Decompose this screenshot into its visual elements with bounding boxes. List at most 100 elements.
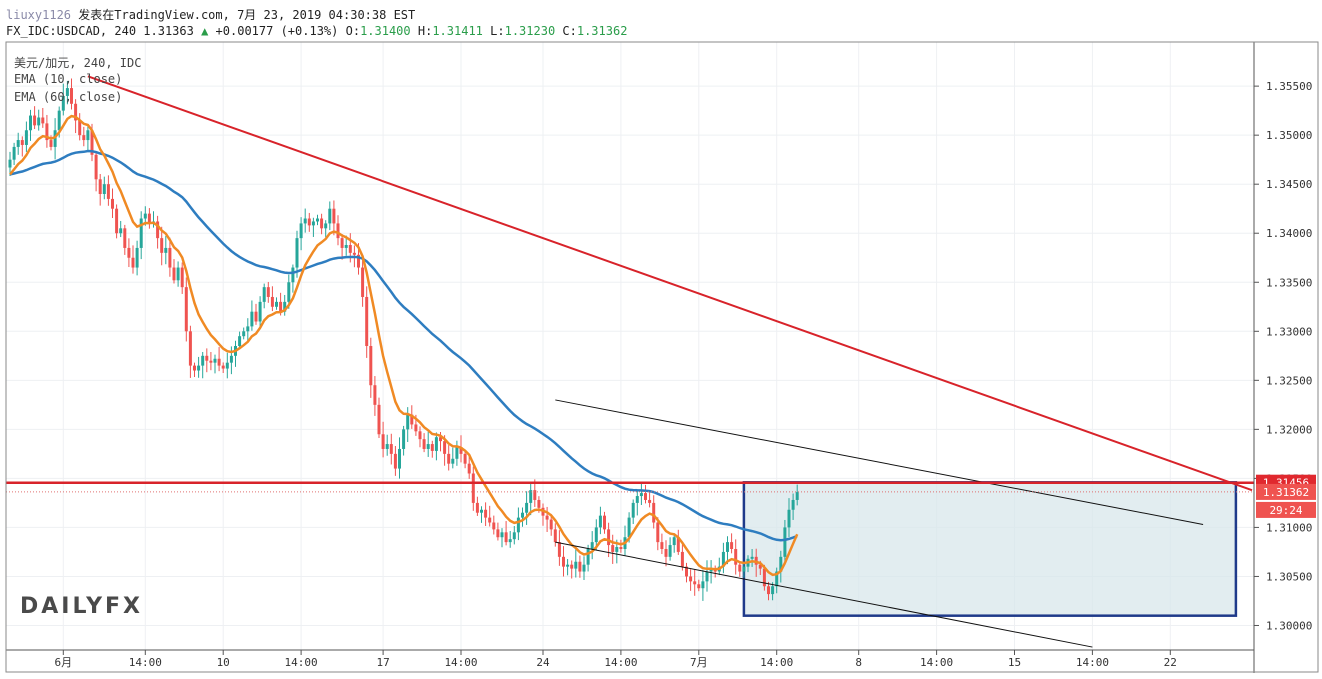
candle-body bbox=[410, 414, 414, 425]
candle-body bbox=[631, 502, 635, 518]
legend-ema60[interactable]: EMA (60, close) bbox=[14, 90, 123, 104]
candle-body bbox=[664, 548, 668, 557]
candle-body bbox=[164, 247, 168, 253]
y-tick-label: 1.32000 bbox=[1266, 423, 1312, 436]
descending-trendline[interactable] bbox=[87, 75, 1253, 492]
candle-body bbox=[676, 537, 680, 552]
close-label: C: bbox=[562, 24, 577, 38]
candle bbox=[311, 217, 315, 237]
candle-body bbox=[742, 566, 746, 572]
candle bbox=[111, 188, 114, 219]
x-tick-label: 14:00 bbox=[1076, 656, 1109, 669]
candle-body bbox=[471, 473, 475, 503]
candle bbox=[217, 347, 221, 372]
candle-body bbox=[422, 439, 426, 449]
candle bbox=[324, 220, 328, 238]
x-tick-label: 24 bbox=[536, 656, 550, 669]
candle bbox=[529, 483, 533, 516]
candle-body bbox=[459, 447, 463, 454]
candle-body bbox=[562, 556, 565, 567]
candle-body bbox=[57, 110, 61, 131]
candle bbox=[418, 426, 422, 448]
candle-body bbox=[639, 493, 643, 497]
candle-body bbox=[8, 159, 12, 168]
candle bbox=[721, 542, 725, 574]
candle bbox=[422, 433, 426, 453]
candlestick-series bbox=[8, 78, 799, 601]
candle-body bbox=[426, 444, 430, 449]
candle bbox=[693, 568, 697, 596]
candle bbox=[705, 560, 709, 592]
candle bbox=[512, 525, 516, 545]
candle-body bbox=[685, 566, 688, 577]
countdown-tag-bg bbox=[1256, 501, 1316, 518]
y-tick-label: 1.33500 bbox=[1266, 276, 1312, 289]
candle-body bbox=[553, 529, 557, 543]
candle-body bbox=[787, 509, 791, 528]
candle bbox=[434, 432, 438, 461]
candle bbox=[570, 560, 574, 579]
candle bbox=[611, 534, 615, 564]
candle bbox=[262, 283, 266, 309]
candle bbox=[566, 559, 570, 576]
publish-info: 发表在TradingView.com, 7月 23, 2019 04:30:38… bbox=[78, 8, 416, 22]
candle-body bbox=[316, 218, 319, 222]
candle bbox=[590, 531, 594, 560]
candle bbox=[709, 560, 713, 584]
candle-body bbox=[270, 296, 274, 307]
channel-lower-line[interactable] bbox=[555, 541, 1093, 648]
candle bbox=[463, 450, 467, 469]
candle-body bbox=[734, 548, 738, 565]
candle-body bbox=[369, 346, 373, 386]
candle bbox=[603, 511, 606, 534]
candle bbox=[8, 151, 12, 176]
candle-body bbox=[648, 499, 652, 503]
candle bbox=[553, 523, 557, 547]
candle-body bbox=[344, 244, 348, 248]
candle bbox=[127, 238, 131, 268]
candle bbox=[209, 352, 213, 371]
last-price-tag: 1.31362 bbox=[1263, 486, 1309, 499]
candle-body bbox=[102, 184, 106, 194]
candle-body bbox=[545, 515, 549, 520]
candle bbox=[660, 533, 664, 555]
high-label: H: bbox=[417, 24, 433, 38]
legend-ema10[interactable]: EMA (10, close) bbox=[14, 72, 123, 86]
y-tick-label: 1.31000 bbox=[1266, 521, 1312, 534]
x-tick-label: 22 bbox=[1164, 656, 1177, 669]
candle bbox=[475, 496, 479, 516]
candle-body bbox=[365, 296, 369, 346]
candle-body bbox=[389, 444, 393, 454]
candle bbox=[139, 211, 143, 260]
candle bbox=[197, 356, 201, 378]
candle bbox=[336, 215, 340, 246]
chart-frame bbox=[5, 41, 1319, 673]
candle-body bbox=[525, 502, 529, 513]
candle-body bbox=[295, 238, 299, 268]
candle-body bbox=[504, 532, 508, 543]
candle-body bbox=[37, 117, 41, 126]
candle bbox=[12, 142, 16, 166]
candle bbox=[156, 215, 160, 249]
candle bbox=[381, 421, 385, 458]
candle-body bbox=[619, 547, 623, 549]
candle bbox=[188, 325, 192, 378]
candle-body bbox=[254, 311, 258, 322]
username[interactable]: liuxy1126 bbox=[6, 8, 72, 22]
candle-body bbox=[680, 551, 684, 567]
candle bbox=[504, 521, 508, 546]
candle-body bbox=[82, 135, 86, 141]
candle-body bbox=[12, 146, 16, 160]
chart-axes: 1.35500 1.35000 1.34500 1.34000 1.33500 1.330… bbox=[5, 41, 1319, 673]
legend-symbol[interactable]: 美元/加元, 240, IDC bbox=[14, 56, 142, 70]
candle bbox=[447, 445, 451, 471]
candle-body bbox=[750, 556, 754, 559]
candle bbox=[771, 582, 775, 601]
channel-upper-line[interactable] bbox=[555, 399, 1204, 525]
candle-body bbox=[660, 542, 664, 549]
candle-body bbox=[221, 365, 225, 369]
candle bbox=[521, 507, 524, 527]
candle-body bbox=[521, 512, 524, 518]
candle-body bbox=[250, 311, 254, 327]
